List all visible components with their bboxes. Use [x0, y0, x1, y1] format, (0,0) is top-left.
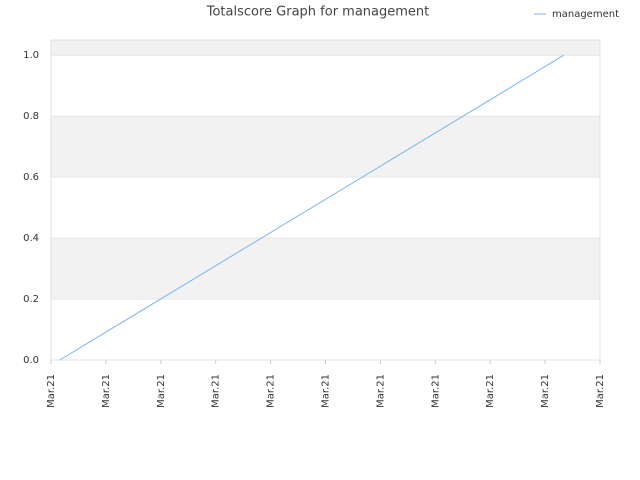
y-tick-label: 0.0 [23, 355, 39, 366]
plot-bands [51, 40, 600, 300]
plot-band [51, 238, 600, 300]
y-tick-label: 0.4 [23, 233, 39, 244]
chart-title: Totalscore Graph for management [206, 5, 430, 20]
x-tick-label: Mar.21 [375, 374, 386, 408]
x-tick-label: Mar.21 [101, 374, 112, 408]
x-tick-label: Mar.21 [266, 374, 277, 408]
x-tick-label: Mar.21 [485, 374, 496, 408]
y-tick-label: 0.6 [23, 172, 39, 183]
plot-band [51, 116, 600, 178]
y-tick-label: 0.2 [23, 294, 39, 305]
plot-border [50, 39, 601, 361]
x-tick-label: Mar.21 [46, 374, 57, 408]
x-tick-label: Mar.21 [156, 374, 167, 408]
x-tick-label: Mar.21 [540, 374, 551, 408]
x-tick-label: Mar.21 [430, 374, 441, 408]
legend-label: management [552, 9, 619, 20]
x-tick-label: Mar.21 [321, 374, 332, 408]
y-tick-label: 1.0 [23, 50, 39, 61]
plot-band [51, 40, 600, 56]
data-line [59, 54, 565, 361]
x-tick-label: Mar.21 [595, 374, 606, 408]
y-tick-label: 0.8 [23, 111, 39, 122]
x-tick-label: Mar.21 [211, 374, 222, 408]
